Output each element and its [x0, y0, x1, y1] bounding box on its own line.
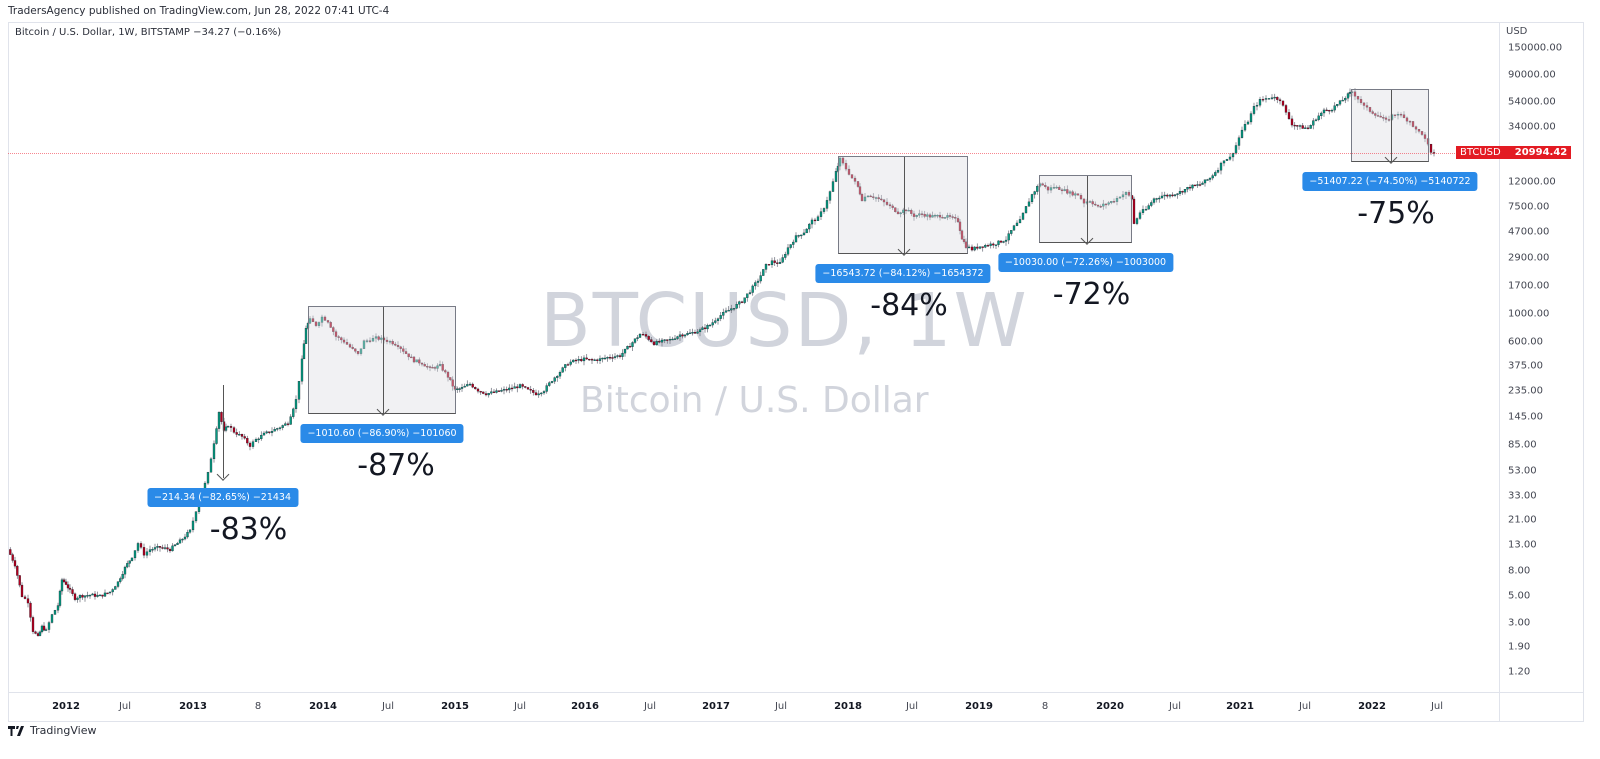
price-range-box[interactable]	[216, 384, 229, 481]
tradingview-logo[interactable]: TradingView	[8, 724, 96, 737]
price-tick: 54000.00	[1508, 96, 1556, 108]
price-tick: 1.20	[1508, 666, 1531, 678]
time-tick: Jul	[643, 701, 657, 712]
price-tick: 145.00	[1508, 411, 1543, 423]
time-tick: Jul	[774, 701, 788, 712]
time-tick: Jul	[513, 701, 527, 712]
axis-corner	[1499, 692, 1584, 722]
price-tick: 1000.00	[1508, 308, 1550, 320]
time-tick: 2016	[571, 701, 599, 712]
price-tick: 34000.00	[1508, 121, 1556, 133]
range-line	[1391, 90, 1392, 161]
price-tick: 375.00	[1508, 360, 1543, 372]
tradingview-logo-icon	[8, 725, 24, 736]
last-price-tag: BTCUSD 20994.42	[1456, 146, 1572, 160]
price-tick: 4700.00	[1508, 226, 1550, 238]
currency-label: USD	[1506, 26, 1528, 37]
price-tick: 235.00	[1508, 385, 1543, 397]
price-axis[interactable]: USD 150000.00 90000.00 54000.00 34000.00 120…	[1499, 22, 1584, 692]
range-line	[383, 307, 384, 414]
arrow-down-icon	[376, 403, 390, 417]
price-tick: 8.00	[1508, 565, 1531, 577]
time-tick: 8	[1041, 701, 1049, 712]
arrow-down-icon	[1080, 231, 1093, 245]
price-tick: 13.00	[1508, 539, 1537, 551]
time-tick: 2021	[1226, 701, 1254, 712]
publisher-line: TradersAgency published on TradingView.c…	[8, 5, 390, 17]
price-tick: 90000.00	[1508, 69, 1556, 81]
time-tick: 2022	[1358, 701, 1386, 712]
range-line	[222, 384, 224, 479]
price-tick: 1700.00	[1508, 280, 1550, 292]
time-tick: 2017	[702, 701, 730, 712]
time-tick: 2020	[1096, 701, 1124, 712]
drawdown-percent-text: -84%	[870, 287, 948, 323]
time-tick: Jul	[905, 701, 919, 712]
range-label: −1010.60 (−86.90%) −101060	[300, 424, 464, 444]
candlestick-series	[9, 88, 1436, 637]
time-tick: Jul	[1430, 701, 1444, 712]
time-tick: 2018	[834, 701, 862, 712]
watermark-description: Bitcoin / U.S. Dollar	[580, 380, 929, 421]
price-range-box[interactable]	[838, 156, 968, 256]
series-legend[interactable]: Bitcoin / U.S. Dollar, 1W, BITSTAMP −34.…	[15, 27, 282, 38]
time-tick: Jul	[118, 701, 132, 712]
tradingview-brand: TradingView	[30, 724, 97, 737]
range-line	[904, 157, 905, 253]
price-tick: 1.90	[1508, 641, 1531, 653]
time-tick: 2015	[441, 701, 469, 712]
time-tick: Jul	[381, 701, 395, 712]
time-tick: Jul	[1298, 701, 1312, 712]
range-label: −51407.22 (−74.50%) −5140722	[1302, 171, 1478, 191]
arrow-down-icon	[897, 242, 911, 256]
price-tag-symbol: BTCUSD	[1460, 147, 1501, 159]
drawdown-percent-text: -72%	[1052, 276, 1131, 312]
price-tick: 3.00	[1508, 617, 1531, 629]
range-label: −10030.00 (−72.26%) −1003000	[997, 252, 1174, 272]
price-range-box[interactable]	[308, 306, 456, 417]
price-tick: 53.00	[1508, 465, 1537, 476]
time-axis[interactable]: 2012 Jul 2013 8 2014 Jul 2015 Jul 2016 Jul 2017 Jul…	[8, 692, 1499, 722]
last-price-line	[8, 152, 1499, 154]
price-tick: 33.00	[1508, 490, 1537, 502]
price-tick: 150000.00	[1508, 42, 1563, 54]
range-label: −214.34 (−82.65%) −21434	[146, 488, 299, 508]
price-tick: 5.00	[1508, 590, 1531, 602]
time-tick: 2019	[965, 701, 993, 712]
time-tick: 8	[254, 701, 262, 712]
price-tick: 12000.00	[1508, 176, 1556, 188]
drawdown-percent-text: -75%	[1357, 195, 1435, 231]
range-line	[1086, 175, 1088, 242]
time-tick: 2014	[309, 701, 337, 712]
price-tick: 21.00	[1508, 514, 1537, 526]
price-tag-value: 20994.42	[1514, 147, 1568, 159]
price-range-box[interactable]	[1039, 174, 1132, 245]
price-tick: 600.00	[1508, 336, 1543, 347]
time-tick: 2013	[179, 701, 207, 712]
time-tick: 2012	[52, 701, 80, 712]
price-range-box[interactable]	[1351, 89, 1429, 164]
watermark-symbol: BTCUSD, 1W	[540, 278, 1029, 364]
range-label: −16543.72 (−84.12%) −1654372	[815, 263, 991, 283]
chart-frame	[8, 22, 1584, 722]
drawdown-percent-text: -83%	[209, 512, 288, 548]
price-tick: 2900.00	[1508, 252, 1550, 264]
price-tick: 85.00	[1508, 439, 1537, 451]
drawdown-percent-text: -87%	[357, 448, 435, 484]
price-tick: 7500.00	[1508, 201, 1550, 213]
time-tick: Jul	[1168, 701, 1182, 712]
